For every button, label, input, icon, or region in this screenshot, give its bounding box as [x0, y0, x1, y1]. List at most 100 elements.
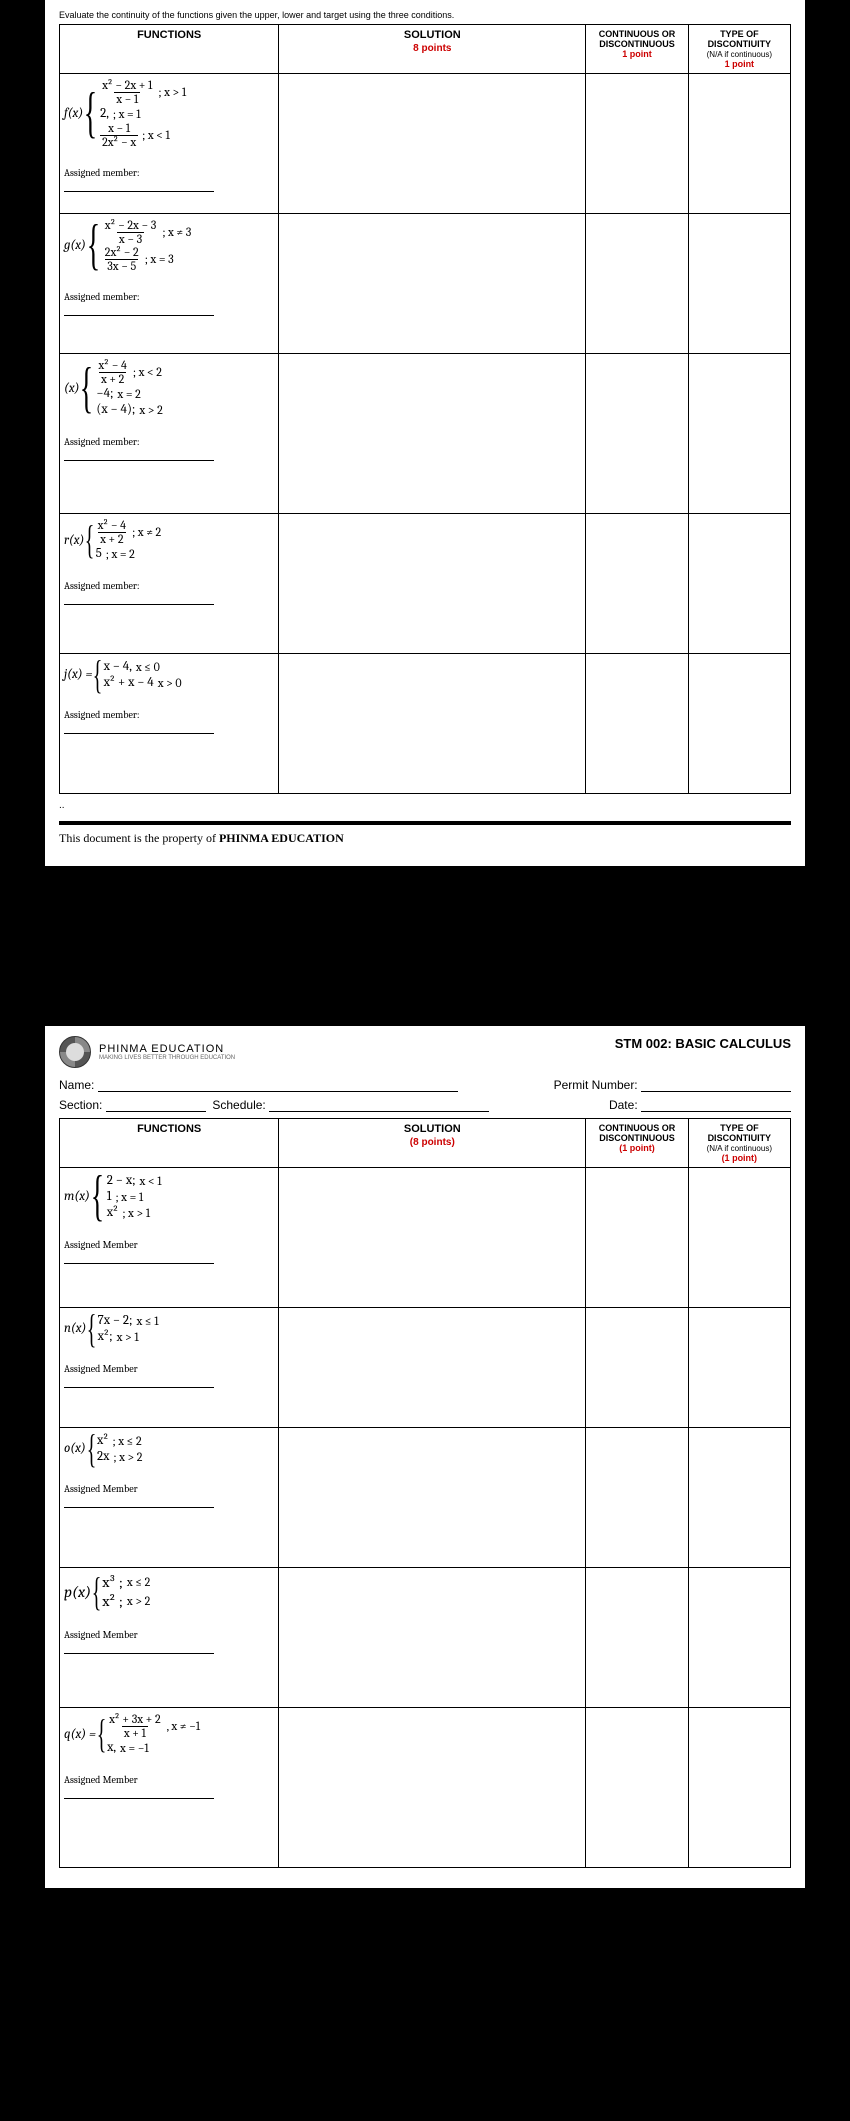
- cont-r: [586, 514, 688, 654]
- col-continuous-label: CONTINUOUS OR DISCONTINUOUS: [599, 29, 676, 49]
- col-type-pts: 1 point: [725, 59, 755, 69]
- fn-n-r0-cond: x ≤ 1: [136, 1314, 158, 1328]
- fn-f-r2-num: x − 1: [106, 122, 132, 135]
- fn-q-r1: x,: [107, 1740, 116, 1755]
- col-type-label: TYPE OF DISCONTIUITY: [708, 29, 772, 49]
- col-type: TYPE OF DISCONTIUITY (N/A if continuous)…: [688, 25, 790, 74]
- fn-name-n: n(x): [64, 1321, 86, 1336]
- cont-q: [586, 1708, 688, 1868]
- cont-n: [586, 1308, 688, 1428]
- sol-n: [279, 1308, 586, 1428]
- assigned-p: Assigned Member: [64, 1629, 274, 1654]
- col2-functions-label: FUNCTIONS: [137, 1123, 201, 1135]
- fn-name-f: f(x): [64, 106, 83, 121]
- fn-q-r0-cond: , x ≠ −1: [167, 1719, 200, 1733]
- fn-cell-j: j(x) = { x − 4,x ≤ 0 x² + x − 4x > 0 Ass…: [60, 654, 279, 794]
- type-n: [688, 1308, 790, 1428]
- col2-continuous-pts: (1 point): [619, 1143, 655, 1153]
- fn-h-r0-den: x + 2: [99, 372, 126, 386]
- assigned-j-label: Assigned member:: [64, 709, 139, 721]
- col2-functions: FUNCTIONS: [60, 1119, 279, 1168]
- assigned-o: Assigned Member: [64, 1483, 274, 1508]
- fn-p-r0: x³ ;: [102, 1573, 123, 1591]
- section-field: Section: Schedule:: [59, 1098, 489, 1112]
- fn-o-r0-cond: ; x ≤ 2: [113, 1434, 142, 1448]
- fn-m-r1-cond: ; x = 1: [115, 1190, 143, 1204]
- brace-icon: {: [85, 526, 95, 554]
- brand-block: PHINMA EDUCATION MAKING LIVES BETTER THR…: [59, 1036, 235, 1068]
- brace-icon: {: [87, 226, 100, 265]
- assigned-r: Assigned member:: [64, 580, 274, 605]
- fn-j-r0: x − 4,: [104, 659, 132, 674]
- cont-g: [586, 214, 688, 354]
- assigned-q-label: Assigned Member: [64, 1774, 138, 1786]
- sol-r: [279, 514, 586, 654]
- col2-type-label: TYPE OF DISCONTIUITY: [708, 1123, 772, 1143]
- sol-q: [279, 1708, 586, 1868]
- type-f: [688, 74, 790, 214]
- fn-n-r1-cond: x > 1: [117, 1330, 139, 1344]
- brand-tagline: MAKING LIVES BETTER THROUGH EDUCATION: [99, 1055, 235, 1061]
- col2-solution: SOLUTION (8 points): [279, 1119, 586, 1168]
- cont-o: [586, 1428, 688, 1568]
- fn-cell-o: o(x) { x²; x ≤ 2 2x; x > 2 Assigned Memb…: [60, 1428, 279, 1568]
- sol-j: [279, 654, 586, 794]
- permit-field: Permit Number:: [554, 1078, 791, 1092]
- fn-p-r0-cond: x ≤ 2: [127, 1575, 150, 1589]
- sol-g: [279, 214, 586, 354]
- fn-g-r0-num: x² − 2x − 3: [103, 219, 159, 232]
- fn-h-r1-cond: x = 2: [117, 387, 140, 401]
- fn-h-r0-cond: ; x < 2: [133, 365, 162, 379]
- fn-m-r2-cond: ; x > 1: [122, 1206, 150, 1220]
- assigned-h-label: Assigned member:: [64, 436, 139, 448]
- fn-g-r0-den: x − 3: [117, 232, 144, 246]
- type-o: [688, 1428, 790, 1568]
- col2-type-pts: (1 point): [722, 1153, 758, 1163]
- cont-f: [586, 74, 688, 214]
- fn-g-r1-den: 3x − 5: [105, 259, 138, 273]
- fn-name-o: o(x): [64, 1441, 86, 1456]
- assigned-h: Assigned member:: [64, 436, 274, 461]
- brace-icon: {: [92, 1578, 102, 1606]
- assigned-m-label: Assigned Member: [64, 1239, 138, 1251]
- page-1: Evaluate the continuity of the functions…: [45, 0, 805, 866]
- assigned-n: Assigned Member: [64, 1363, 274, 1388]
- footer-brand: PHINMA EDUCATION: [219, 831, 344, 845]
- type-m: [688, 1168, 790, 1308]
- col-type-note: (N/A if continuous): [707, 50, 772, 59]
- type-p: [688, 1568, 790, 1708]
- assigned-r-label: Assigned member:: [64, 580, 139, 592]
- sol-h: [279, 354, 586, 514]
- worksheet-table-1: FUNCTIONS SOLUTION 8 points CONTINUOUS O…: [59, 24, 791, 794]
- fn-j-r0-cond: x ≤ 0: [136, 660, 160, 674]
- fn-r-r0-cond: ; x ≠ 2: [132, 525, 161, 539]
- fn-o-r1: 2x: [97, 1449, 109, 1464]
- phinma-logo-icon: [59, 1036, 91, 1068]
- fn-f-r0-num: x² − 2x + 1: [100, 79, 154, 92]
- fn-m-r2: x²: [107, 1205, 119, 1220]
- assigned-f-label: Assigned member:: [64, 167, 139, 179]
- fn-name-g: g(x): [64, 238, 86, 253]
- fn-q-r1-cond: x = −1: [120, 1741, 149, 1755]
- fn-g-r0-cond: ; x ≠ 3: [162, 225, 191, 239]
- fn-cell-h: (x) { x² − 4x + 2; x < 2 −4;x = 2 (x − 4…: [60, 354, 279, 514]
- cont-m: [586, 1168, 688, 1308]
- type-g: [688, 214, 790, 354]
- type-q: [688, 1708, 790, 1868]
- col2-solution-pts: (8 points): [283, 1137, 581, 1148]
- permit-label: Permit Number:: [554, 1078, 638, 1092]
- page-dots: ..: [59, 800, 791, 811]
- fn-g-r1-num: 2x² − 2: [103, 246, 141, 259]
- fn-f-r1-cond: ; x = 1: [113, 107, 141, 121]
- brace-icon: {: [80, 369, 93, 408]
- page-gap: [0, 906, 850, 1026]
- assigned-g-label: Assigned member:: [64, 291, 139, 303]
- assigned-o-label: Assigned Member: [64, 1483, 138, 1495]
- col-functions-label: FUNCTIONS: [137, 29, 201, 41]
- page-footer: This document is the property of PHINMA …: [59, 821, 791, 846]
- footer-text: This document is the property of: [59, 831, 219, 845]
- sol-p: [279, 1568, 586, 1708]
- brace-icon: {: [87, 1435, 97, 1463]
- col-solution: SOLUTION 8 points: [279, 25, 586, 74]
- fn-name-q: q(x) =: [64, 1727, 96, 1742]
